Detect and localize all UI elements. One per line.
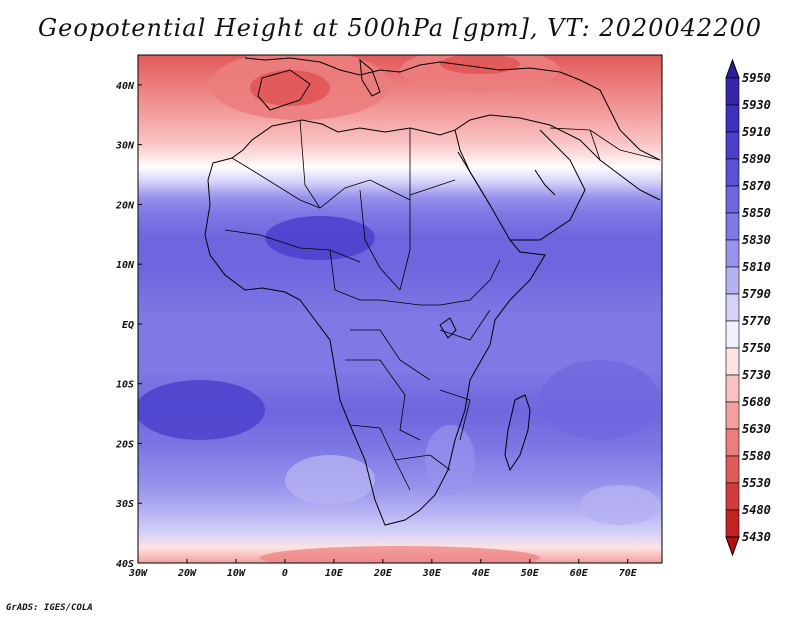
colorbar-level-label: 5910 xyxy=(742,125,771,139)
colorbar-level-label: 5480 xyxy=(742,503,771,517)
lon-tick-label: 10E xyxy=(325,568,344,579)
lat-tick-label: 40S xyxy=(116,559,134,570)
colorbar-level-label: 5770 xyxy=(742,314,771,328)
lat-tick-label: 40N xyxy=(116,81,135,92)
lon-tick-label: 20E xyxy=(373,568,393,579)
lat-tick-label: 10N xyxy=(116,260,135,271)
colorbar-level-label: 5630 xyxy=(742,422,771,436)
colorbar-swatch xyxy=(725,455,740,484)
longitude-axis: 30W 20W 10W 0 10E 20E 30E 40E 50E 60E 70E xyxy=(128,559,638,579)
colorbar-level-label: 5680 xyxy=(742,395,771,409)
coastlines xyxy=(204,57,661,526)
colorbar-level-label: 5890 xyxy=(742,152,771,166)
colorbar-level-label: 5790 xyxy=(742,287,771,301)
colorbar-swatch xyxy=(725,428,740,457)
lat-tick-label: 30S xyxy=(115,499,134,510)
lon-tick-label: 0 xyxy=(282,568,288,579)
colorbar-level-label: 5530 xyxy=(742,476,771,490)
colorbar-swatch xyxy=(725,131,740,160)
colorbar-swatch xyxy=(725,374,740,403)
colorbar-swatch xyxy=(725,239,740,268)
lon-tick-label: 30E xyxy=(422,568,442,579)
colorbar-level-label: 5830 xyxy=(742,233,771,247)
lat-tick-label: EQ xyxy=(122,320,134,331)
colorbar-swatch xyxy=(725,104,740,133)
lon-tick-label: 70E xyxy=(619,568,638,579)
colorbar-swatch xyxy=(725,158,740,187)
lat-tick-label: 20N xyxy=(115,200,135,211)
colorbar-top-arrow xyxy=(725,58,740,79)
latitude-axis: 40N 30N 20N 10N EQ 10S 20S 30S 40S xyxy=(115,81,142,570)
map-title: Geopotential Height at 500hPa [gpm], VT:… xyxy=(38,14,762,42)
colorbar-swatch xyxy=(725,185,740,214)
colorbar-level-label: 5750 xyxy=(742,341,771,355)
lat-tick-label: 30N xyxy=(115,141,135,152)
colorbar-swatch xyxy=(725,77,740,106)
colorbar-level-label: 5950 xyxy=(742,71,771,85)
height-field xyxy=(138,55,662,563)
lon-tick-label: 40E xyxy=(472,568,491,579)
colorbar-level-label: 5810 xyxy=(742,260,771,274)
colorbar-level-label: 5580 xyxy=(742,449,771,463)
colorbar-level-label: 5930 xyxy=(742,98,771,112)
footer-credit: GrADS: IGES/COLA xyxy=(6,603,93,613)
colorbar-swatch xyxy=(725,401,740,430)
lat-tick-label: 10S xyxy=(116,380,134,391)
colorbar-level-label: 5730 xyxy=(742,368,771,382)
lon-tick-label: 50E xyxy=(521,568,540,579)
colorbar-swatch xyxy=(725,212,740,241)
lon-tick-label: 20W xyxy=(177,568,197,579)
colorbar-swatch xyxy=(725,509,740,538)
colorbar-swatch xyxy=(725,482,740,511)
colorbar-level-label: 5430 xyxy=(742,530,771,544)
country-borders xyxy=(224,119,661,491)
colorbar-level-label: 5850 xyxy=(742,206,771,220)
colorbar-swatch xyxy=(725,266,740,295)
colorbar-swatch xyxy=(725,347,740,376)
colorbar-swatch xyxy=(725,293,740,322)
lat-tick-label: 20S xyxy=(115,439,134,450)
map-frame xyxy=(137,54,663,564)
colorbar: 5950 5930 5910 5890 5870 5850 5830 5810 5790 5770… xyxy=(725,58,771,557)
colorbar-swatch xyxy=(725,320,740,349)
lon-tick-label: 60E xyxy=(570,568,589,579)
colorbar-bottom-arrow xyxy=(725,536,740,557)
lon-tick-label: 10W xyxy=(227,568,246,579)
lon-tick-label: 30W xyxy=(128,568,148,579)
colorbar-level-label: 5870 xyxy=(742,179,771,193)
